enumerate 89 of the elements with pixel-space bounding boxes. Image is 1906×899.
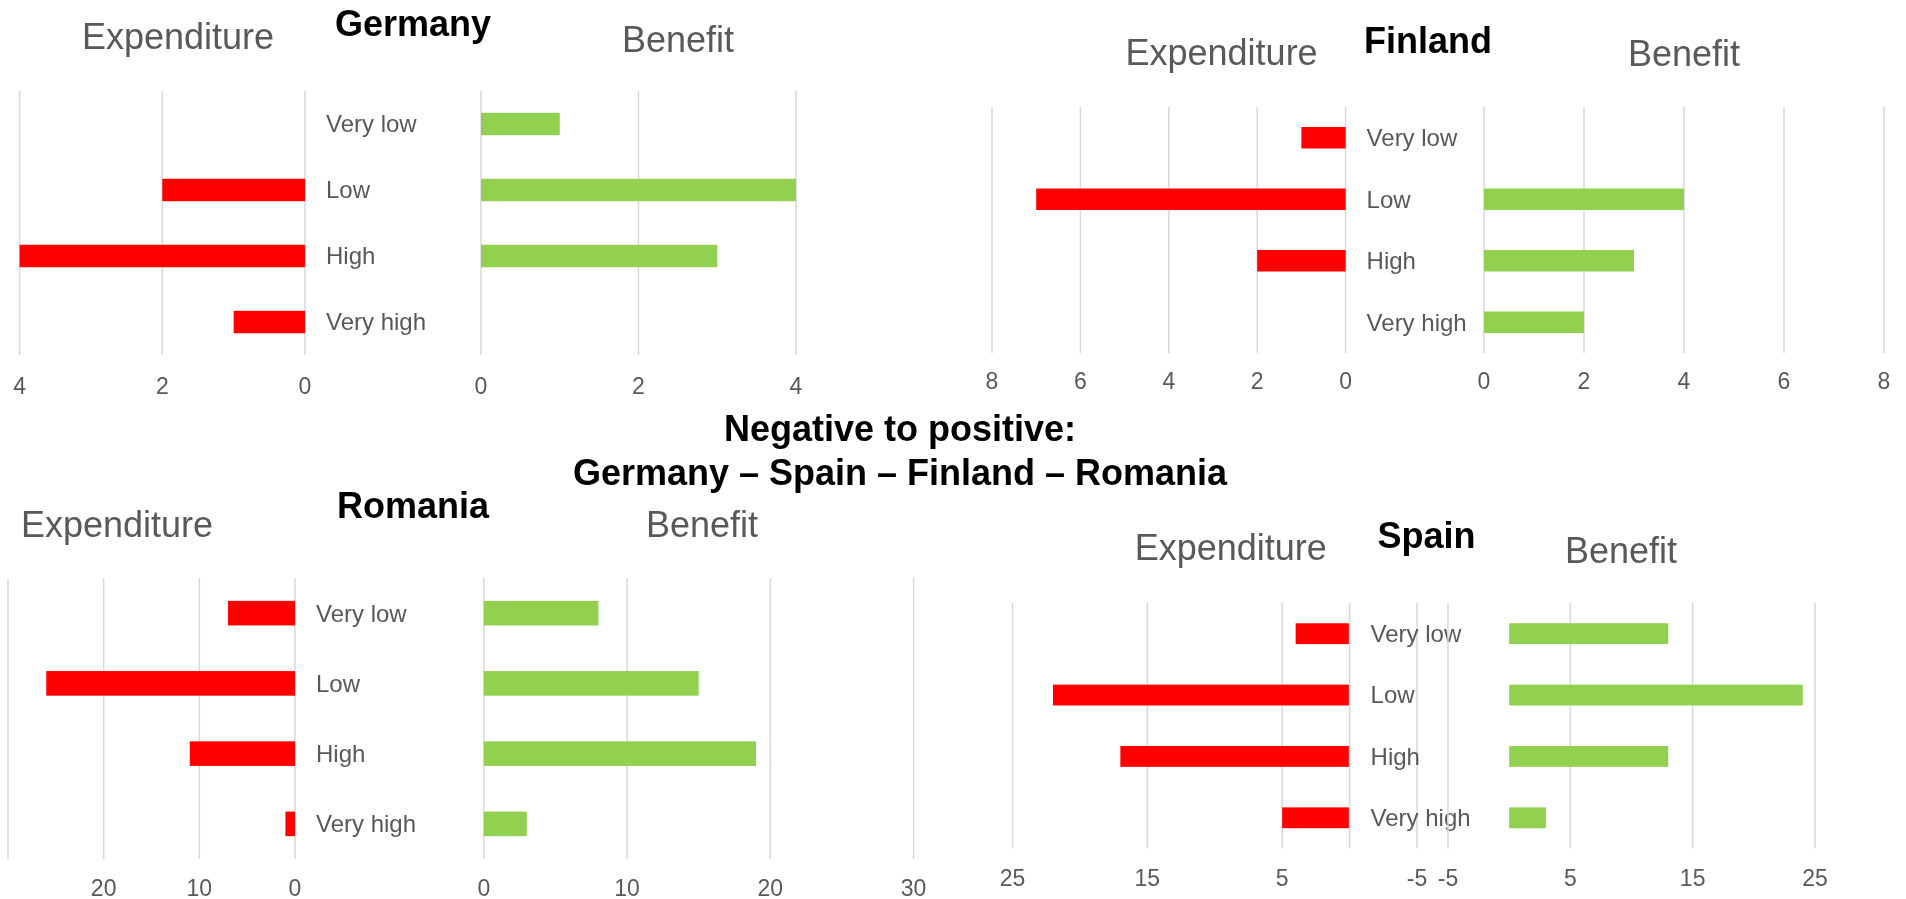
y-tick-label: High [326, 242, 376, 270]
x-tick-label: 6 [1777, 368, 1791, 394]
y-tick-label: Very low [316, 599, 408, 627]
y-tick-label: Very high [326, 308, 427, 336]
y-tick-label: Very high [1370, 804, 1471, 832]
x-tick-label: 0 [288, 875, 302, 899]
x-tick-label: 10 [614, 875, 640, 899]
text: Finland [1364, 20, 1492, 61]
bar [1509, 746, 1669, 767]
y-tick-label: Very low [1370, 620, 1462, 648]
x-tick-label: 0 [477, 875, 491, 899]
x-tick-label: 5 [1563, 865, 1577, 891]
y-tick-label: High [316, 740, 366, 768]
y-tick-label: Low [1366, 185, 1412, 213]
bar [233, 310, 305, 334]
x-tick-label: 4 [13, 373, 27, 399]
bar [162, 178, 305, 202]
y-tick-label: Low [326, 176, 371, 204]
bar [1052, 684, 1350, 706]
x-tick-label: 2 [1250, 368, 1264, 394]
bar [1282, 807, 1350, 829]
x-tick-label: 8 [1877, 368, 1891, 394]
bar [1509, 807, 1546, 829]
bar [189, 741, 295, 766]
x-tick-label: 15 [1134, 865, 1161, 891]
bar [483, 600, 599, 626]
chart-subtitle: Benefit [1627, 33, 1741, 74]
x-tick-label: 15 [1679, 865, 1706, 891]
x-tick-label: 2 [1577, 368, 1591, 394]
text: Germany [334, 2, 492, 44]
bar [481, 178, 796, 202]
chart-subtitle: Expenditure [81, 16, 275, 57]
x-tick-label: 20 [757, 875, 784, 899]
y-tick-label: Low [316, 669, 361, 697]
bar [1295, 623, 1350, 645]
y-tick-label: Very low [326, 110, 418, 138]
x-tick-label: 0 [298, 373, 312, 399]
x-tick-label: 4 [1677, 368, 1691, 394]
bar [1484, 311, 1584, 334]
bar [483, 741, 757, 766]
x-tick-label: 2 [155, 373, 169, 399]
bar [1484, 249, 1634, 272]
text: Germany – Spain – Finland – Romania [572, 452, 1229, 493]
x-tick-label: 25 [999, 865, 1026, 891]
y-tick-label: Very low [1366, 124, 1458, 152]
chart-subtitle: Expenditure [1125, 32, 1318, 73]
y-tick-label: High [1366, 247, 1416, 275]
x-tick-label: 6 [1074, 368, 1087, 394]
bar [228, 600, 295, 626]
chart-subtitle: Benefit [621, 19, 735, 60]
y-tick-label: Low [1370, 681, 1416, 709]
bar [481, 112, 560, 136]
x-tick-label: 2 [632, 373, 645, 399]
text: Negative to positive: [723, 408, 1077, 449]
bar [1257, 249, 1346, 272]
x-tick-label: 8 [985, 368, 999, 394]
x-tick-label: -5 [1406, 865, 1428, 891]
x-tick-label: 30 [900, 875, 927, 899]
bar [1484, 188, 1684, 211]
bar [1036, 188, 1346, 211]
bar [483, 671, 699, 696]
x-tick-label: 5 [1275, 865, 1289, 891]
x-tick-label: 25 [1802, 865, 1828, 891]
bar [1509, 684, 1803, 706]
chart-subtitle: Benefit [1564, 530, 1678, 571]
bar [481, 244, 718, 268]
bar [483, 811, 527, 837]
x-tick-label: 0 [1477, 368, 1491, 394]
x-tick-label: -5 [1437, 865, 1459, 891]
x-tick-label: 10 [186, 875, 213, 899]
x-tick-label: 0 [474, 373, 488, 399]
chart-title: Spain [1377, 515, 1476, 556]
chart-subtitle: Expenditure [20, 504, 214, 545]
x-tick-label: 0 [1339, 368, 1352, 394]
chart-subtitle: Expenditure [1134, 527, 1327, 568]
bar [1301, 126, 1346, 149]
y-tick-label: Very high [316, 810, 417, 838]
y-tick-label: Very high [1366, 308, 1467, 336]
text: Romania [336, 485, 490, 526]
bar [1120, 746, 1350, 767]
x-tick-label: 4 [789, 373, 803, 399]
x-tick-label: 20 [90, 875, 117, 899]
chart-subtitle: Benefit [645, 504, 759, 545]
bar [1509, 623, 1669, 645]
bar [19, 244, 305, 268]
x-tick-label: 4 [1162, 368, 1176, 394]
bar [285, 811, 295, 837]
bar [46, 671, 295, 696]
y-tick-label: High [1370, 742, 1420, 770]
